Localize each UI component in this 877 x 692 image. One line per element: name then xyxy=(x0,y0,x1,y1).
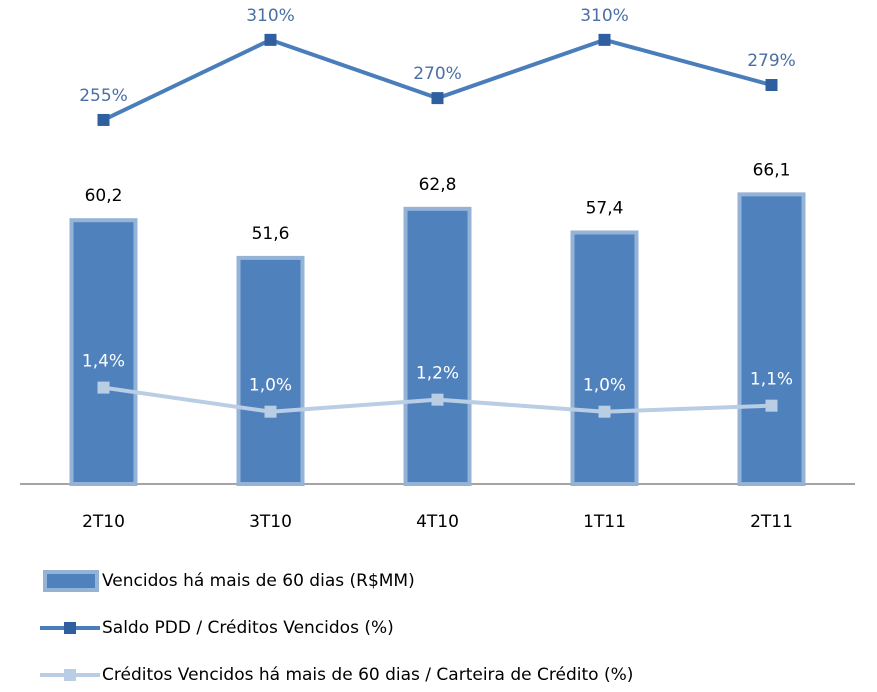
data-label: 310% xyxy=(246,6,295,26)
marker xyxy=(264,405,277,418)
marker xyxy=(431,92,444,105)
data-label: 1,0% xyxy=(583,376,626,396)
bar xyxy=(236,255,305,487)
data-label: 279% xyxy=(747,51,796,71)
data-label: 60,2 xyxy=(85,186,123,206)
legend-swatch xyxy=(43,570,99,592)
marker xyxy=(97,381,110,394)
data-label: 310% xyxy=(580,6,629,26)
x-tick-label: 2T10 xyxy=(82,512,125,532)
data-label: 51,6 xyxy=(252,224,290,244)
x-tick-label: 3T10 xyxy=(249,512,292,532)
bar xyxy=(570,230,639,486)
legend-label: Vencidos há mais de 60 dias (R$MM) xyxy=(102,571,415,591)
x-tick-label: 4T10 xyxy=(416,512,459,532)
marker xyxy=(264,33,277,46)
legend-swatch xyxy=(64,669,76,681)
legend-label: Saldo PDD / Créditos Vencidos (%) xyxy=(102,618,394,638)
data-label: 66,1 xyxy=(753,160,791,180)
data-label: 57,4 xyxy=(586,198,624,218)
legend-label: Créditos Vencidos há mais de 60 dias / C… xyxy=(102,665,633,685)
marker xyxy=(598,405,611,418)
data-label: 255% xyxy=(79,86,128,106)
bar xyxy=(69,218,138,486)
data-label: 62,8 xyxy=(419,175,457,195)
legend-swatch xyxy=(64,622,76,634)
data-label: 1,1% xyxy=(750,370,793,390)
data-label: 1,4% xyxy=(82,352,125,372)
marker xyxy=(765,79,778,92)
marker xyxy=(765,399,778,412)
bar xyxy=(737,192,806,486)
marker xyxy=(598,33,611,46)
marker xyxy=(97,113,110,126)
x-tick-label: 2T11 xyxy=(750,512,793,532)
data-label: 1,2% xyxy=(416,364,459,384)
data-label: 270% xyxy=(413,64,462,84)
x-tick-label: 1T11 xyxy=(583,512,626,532)
marker xyxy=(431,393,444,406)
bar xyxy=(403,206,472,487)
data-label: 1,0% xyxy=(249,376,292,396)
